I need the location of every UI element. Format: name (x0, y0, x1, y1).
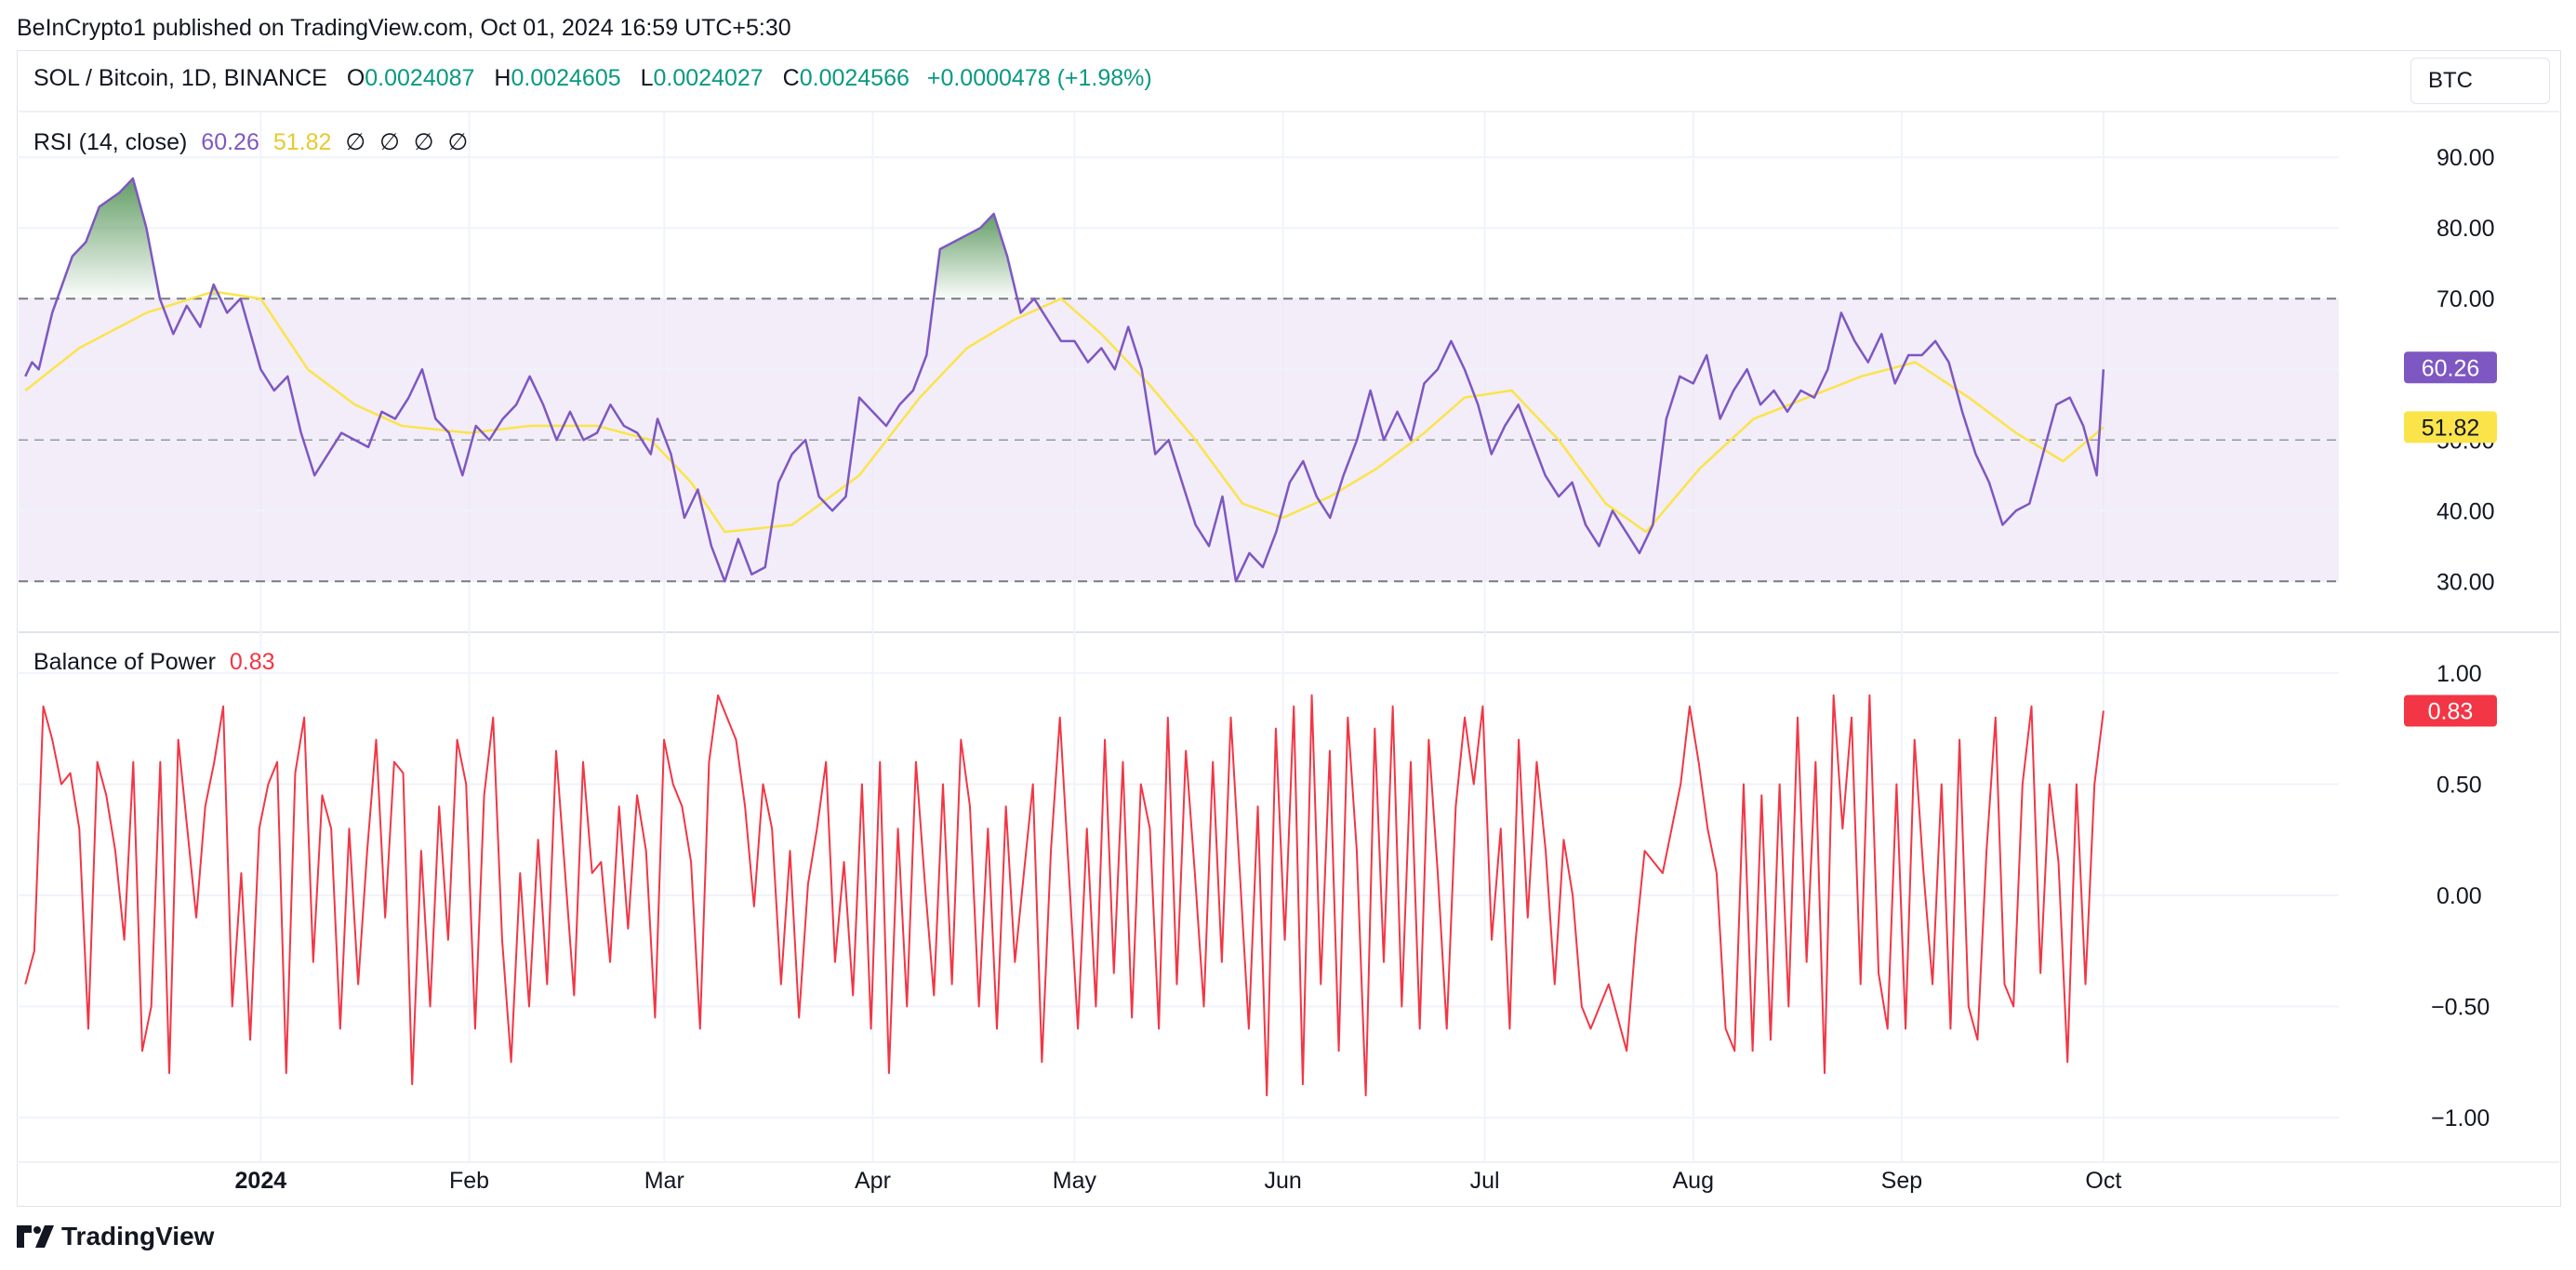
rsi-axis-tick-label: 90.00 (2437, 145, 2495, 171)
rsi-line (24, 177, 2105, 583)
low-value: 0.0024027 (653, 65, 764, 91)
open-value: 0.0024087 (365, 65, 475, 91)
time-axis-label: Mar (644, 1168, 684, 1194)
bop-legend[interactable]: Balance of Power 0.83 (33, 649, 283, 676)
time-axis-label: Aug (1672, 1168, 1713, 1194)
rsi-ma-legend-value: 51.82 (272, 129, 332, 155)
time-axis-label: Sep (1881, 1168, 1922, 1194)
close-value: 0.0024566 (799, 65, 910, 91)
bop-axis-tick-label: −1.00 (2431, 1105, 2490, 1131)
rsi-axis-tick-label: 40.00 (2437, 498, 2495, 524)
rsi-legend[interactable]: RSI (14, close) 60.26 51.82 ∅ ∅ ∅ ∅ (33, 128, 475, 156)
rsi-ma-value-tag: 51.82 (2422, 415, 2480, 441)
change-value: +0.0000478 (+1.98%) (926, 65, 1152, 91)
currency-button[interactable]: BTC (2410, 58, 2550, 104)
time-axis-label: Oct (2085, 1168, 2121, 1194)
rsi-legend-title: RSI (14, close) (33, 129, 188, 155)
close-label: C (782, 65, 800, 91)
empty-value-mark: ∅ (413, 129, 434, 155)
rsi-value-tag: 60.26 (2422, 355, 2480, 381)
bop-legend-title: Balance of Power (33, 649, 216, 675)
empty-value-mark: ∅ (345, 129, 366, 155)
rsi-value-tag-bg (2404, 351, 2497, 384)
rsi-overbought-fill (934, 213, 1017, 299)
time-axis-label: Jun (1264, 1168, 1301, 1194)
bop-axis-tick-label: −0.50 (2431, 995, 2490, 1021)
time-axis-label: Feb (449, 1168, 489, 1194)
time-axis-label: Jul (1470, 1168, 1500, 1194)
rsi-axis-tick-label: 70.00 (2437, 286, 2495, 312)
rsi-ma-value-tag-bg (2404, 411, 2497, 443)
symbol-bar: SOL / Bitcoin, 1D, BINANCE O0.0024087 H0… (33, 65, 1152, 92)
rsi-overbought-fill (57, 178, 160, 299)
rsi-legend-value: 60.26 (201, 129, 259, 155)
empty-value-mark: ∅ (379, 129, 400, 155)
bop-legend-value: 0.83 (229, 649, 275, 675)
symbol-name[interactable]: SOL / Bitcoin, 1D, BINANCE (33, 65, 327, 91)
bop-axis-tick-label: 0.00 (2437, 883, 2482, 909)
open-label: O (346, 65, 365, 91)
empty-value-mark: ∅ (447, 129, 469, 155)
chart-frame (17, 50, 2561, 1207)
time-axis-label: May (1053, 1168, 1097, 1194)
publisher-credit: BeInCrypto1 published on TradingView.com… (17, 15, 791, 41)
bop-axis-tick-label: 0.50 (2437, 772, 2482, 798)
tradingview-brand: TradingView (61, 1222, 215, 1250)
bop-value-tag: 0.83 (2428, 699, 2474, 725)
bop-axis-tick-label: 1.00 (2437, 661, 2482, 687)
rsi-axis-tick-label: 80.00 (2437, 216, 2495, 242)
high-value: 0.0024605 (511, 65, 621, 91)
time-axis-label: Apr (855, 1168, 891, 1194)
bop-line (24, 694, 2105, 1097)
low-label: L (640, 65, 654, 91)
tradingview-logo-icon (17, 1225, 54, 1248)
rsi-axis-tick-label: 30.00 (2437, 569, 2495, 595)
time-axis-label: 2024 (235, 1168, 287, 1194)
rsi-ma-line (24, 290, 2105, 534)
high-label: H (494, 65, 511, 91)
bop-value-tag-bg (2404, 695, 2497, 727)
tradingview-logo[interactable]: TradingView (17, 1222, 214, 1251)
